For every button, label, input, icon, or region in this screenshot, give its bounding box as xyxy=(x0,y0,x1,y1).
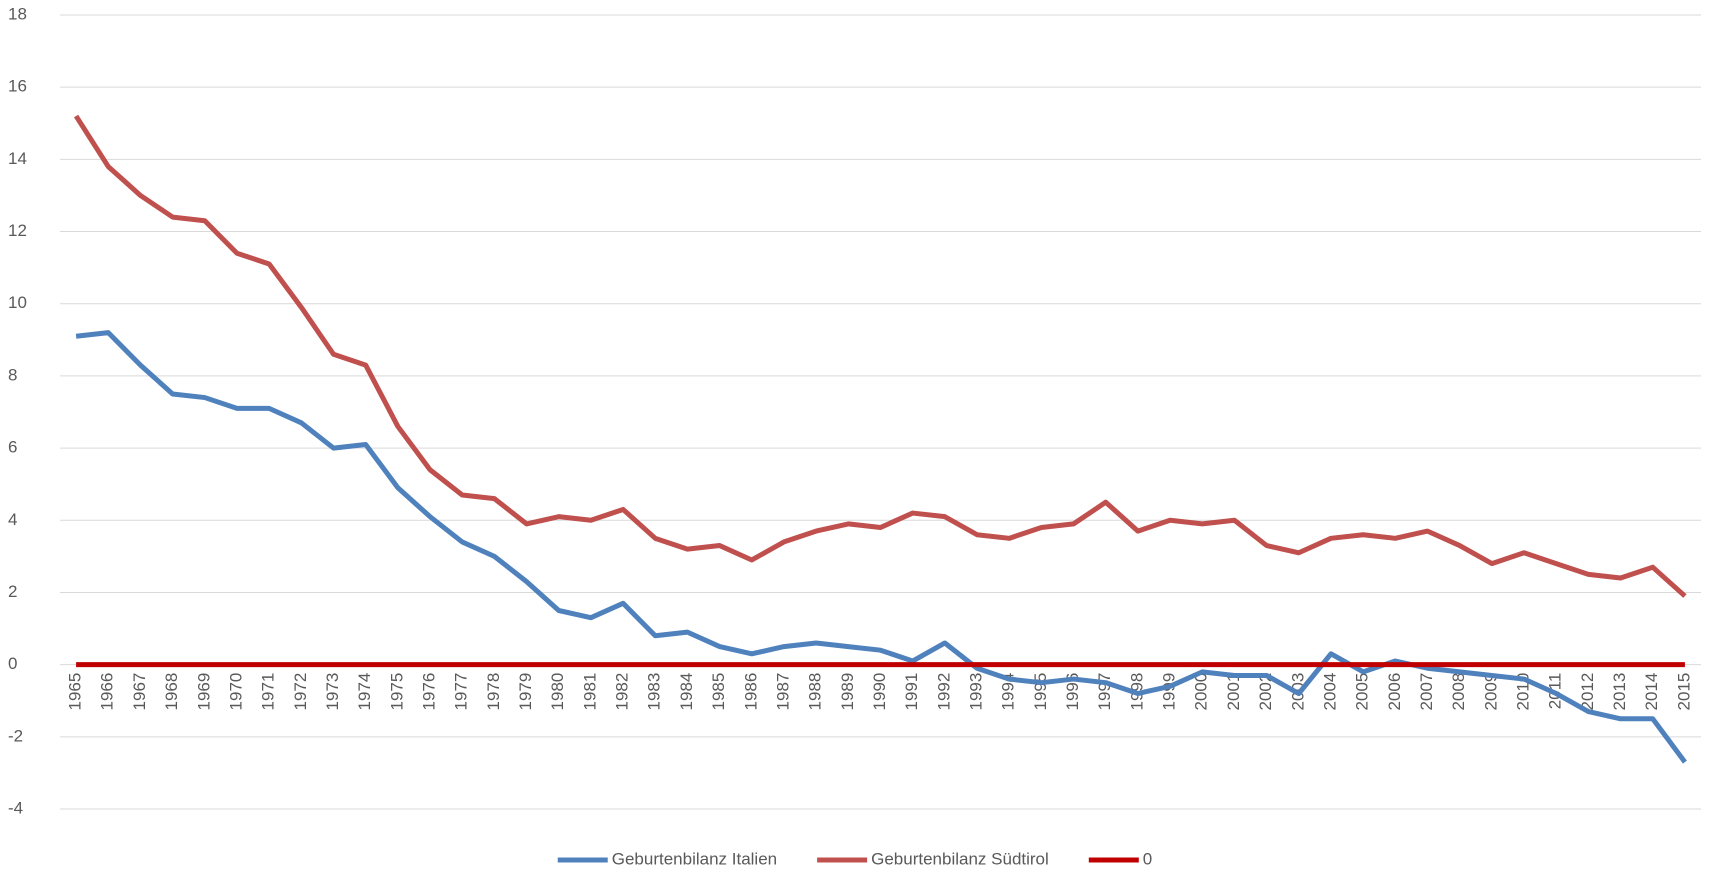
x-tick-label: 1994 xyxy=(999,673,1018,711)
y-tick-label: 14 xyxy=(8,149,27,168)
x-tick-label: 1982 xyxy=(613,673,632,711)
y-tick-label: 8 xyxy=(8,365,17,384)
x-tick-label: 1976 xyxy=(420,673,439,711)
x-tick-label: 2000 xyxy=(1192,673,1211,711)
x-tick-label: 1969 xyxy=(194,673,213,711)
x-tick-label: 1965 xyxy=(66,673,85,711)
x-tick-label: 2005 xyxy=(1353,673,1372,711)
x-tick-label: 2009 xyxy=(1481,673,1500,711)
y-tick-label: -4 xyxy=(8,798,23,817)
x-tick-label: 1979 xyxy=(516,673,535,711)
y-tick-label: 16 xyxy=(8,77,27,96)
y-tick-label: -2 xyxy=(8,726,23,745)
x-tick-label: 1978 xyxy=(484,673,503,711)
x-tick-label: 1995 xyxy=(1031,673,1050,711)
x-tick-label: 2012 xyxy=(1578,673,1597,711)
x-tick-label: 1971 xyxy=(259,673,278,711)
x-tick-label: 1974 xyxy=(355,673,374,711)
x-tick-label: 1980 xyxy=(548,673,567,711)
x-tick-label: 2006 xyxy=(1385,673,1404,711)
x-tick-label: 1966 xyxy=(98,673,117,711)
x-tick-label: 2002 xyxy=(1256,673,1275,711)
x-tick-label: 1968 xyxy=(162,673,181,711)
y-tick-label: 0 xyxy=(8,654,17,673)
x-tick-label: 1967 xyxy=(130,673,149,711)
x-tick-label: 1981 xyxy=(580,673,599,711)
legend-label: Geburtenbilanz Italien xyxy=(612,849,777,868)
y-tick-label: 6 xyxy=(8,438,17,457)
x-tick-label: 1984 xyxy=(677,673,696,711)
x-tick-label: 1997 xyxy=(1095,673,1114,711)
x-tick-label: 2013 xyxy=(1610,673,1629,711)
x-tick-label: 1990 xyxy=(870,673,889,711)
x-tick-label: 1988 xyxy=(806,673,825,711)
x-tick-label: 2015 xyxy=(1674,673,1693,711)
x-tick-label: 1975 xyxy=(387,673,406,711)
x-tick-label: 1977 xyxy=(452,673,471,711)
x-tick-label: 2014 xyxy=(1642,673,1661,711)
legend-label: 0 xyxy=(1143,849,1152,868)
x-tick-label: 2008 xyxy=(1449,673,1468,711)
y-tick-label: 4 xyxy=(8,510,17,529)
x-tick-label: 1993 xyxy=(967,673,986,711)
x-tick-label: 2007 xyxy=(1417,673,1436,711)
x-tick-label: 1985 xyxy=(709,673,728,711)
y-tick-label: 2 xyxy=(8,582,17,601)
y-tick-label: 12 xyxy=(8,221,27,240)
y-tick-label: 18 xyxy=(8,4,27,23)
x-tick-label: 1983 xyxy=(645,673,664,711)
x-tick-label: 1972 xyxy=(291,673,310,711)
x-tick-label: 2001 xyxy=(1224,673,1243,711)
legend-label: Geburtenbilanz Südtirol xyxy=(871,849,1049,868)
x-tick-label: 1970 xyxy=(226,673,245,711)
y-tick-label: 10 xyxy=(8,293,27,312)
x-tick-label: 1987 xyxy=(773,673,792,711)
series-line xyxy=(73,114,1687,598)
x-tick-label: 1989 xyxy=(838,673,857,711)
x-tick-label: 1999 xyxy=(1160,673,1179,711)
x-tick-label: 1991 xyxy=(902,673,921,711)
x-tick-label: 1973 xyxy=(323,673,342,711)
x-tick-label: 1992 xyxy=(934,673,953,711)
x-tick-label: 2004 xyxy=(1320,673,1339,711)
x-tick-label: 1986 xyxy=(741,673,760,711)
